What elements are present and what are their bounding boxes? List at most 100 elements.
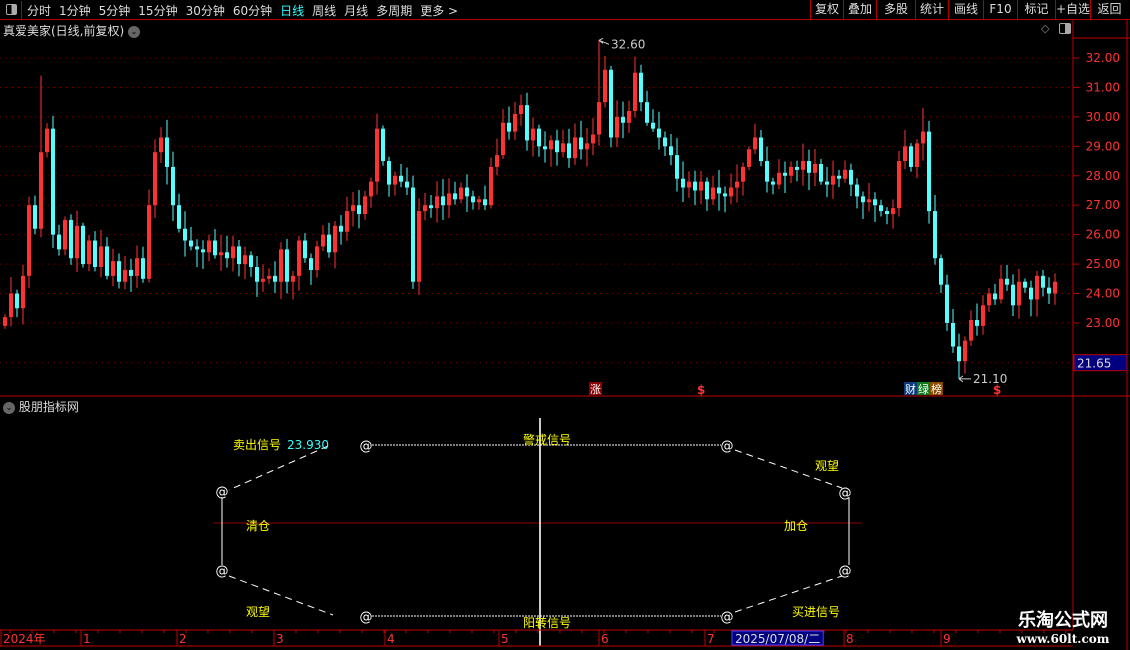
period-tab-5[interactable]: 60分钟 bbox=[232, 4, 273, 18]
toolbar-button-6[interactable]: 标记 bbox=[1017, 0, 1055, 19]
candle-body bbox=[753, 137, 757, 150]
candle-body bbox=[81, 225, 85, 265]
candle-body bbox=[159, 137, 163, 153]
candle-body bbox=[543, 146, 547, 150]
candle-body bbox=[171, 166, 175, 206]
candle-body bbox=[537, 128, 541, 147]
candle-body bbox=[597, 102, 601, 135]
toolbar-button-0[interactable]: 复权 bbox=[810, 0, 843, 19]
candle-body bbox=[951, 322, 955, 347]
period-tab-0[interactable]: 分时 bbox=[27, 4, 52, 18]
toolbar-button-1[interactable]: 叠加 bbox=[843, 0, 876, 19]
candle-body bbox=[879, 205, 883, 212]
candle-body bbox=[1011, 284, 1015, 306]
toolbar-button-2[interactable]: 多股 bbox=[876, 0, 915, 19]
period-tab-3[interactable]: 15分钟 bbox=[138, 4, 178, 18]
candle-body bbox=[9, 293, 13, 318]
period-tab-1[interactable]: 1分钟 bbox=[59, 4, 91, 18]
node-marker: @ bbox=[721, 439, 734, 454]
candle-body bbox=[681, 178, 685, 188]
period-tab-6[interactable]: 日线 bbox=[280, 4, 305, 18]
indicator-label-clear: 清仓 bbox=[246, 519, 270, 533]
candle-body bbox=[315, 246, 319, 270]
candle-body bbox=[1035, 275, 1039, 300]
bang-marker-bg bbox=[930, 382, 943, 395]
candle-body bbox=[129, 269, 133, 276]
candle-body bbox=[669, 146, 673, 156]
candle-body bbox=[735, 181, 739, 188]
cai-marker-bg bbox=[904, 382, 917, 395]
candle-body bbox=[993, 293, 997, 300]
chart-title[interactable]: 真爱美家(日线,前复权) ⌄ bbox=[3, 22, 141, 39]
toolbar-button-3[interactable]: 统计 bbox=[915, 0, 948, 19]
candle-body bbox=[249, 255, 253, 268]
toolbar-button-7[interactable]: +自选 bbox=[1055, 0, 1090, 19]
candle-body bbox=[75, 225, 79, 259]
panel-toggle-button[interactable] bbox=[2, 1, 22, 19]
candle-body bbox=[975, 320, 979, 326]
candle-body bbox=[3, 317, 7, 326]
candle-body bbox=[273, 275, 277, 282]
candle-body bbox=[987, 293, 991, 306]
candle-body bbox=[27, 205, 31, 276]
candle-body bbox=[645, 102, 649, 123]
period-tab-4[interactable]: 30分钟 bbox=[185, 4, 225, 18]
candle-body bbox=[243, 255, 247, 265]
candle-body bbox=[603, 69, 607, 103]
candle-body bbox=[843, 169, 847, 179]
candle-body bbox=[891, 208, 895, 215]
candle-body bbox=[339, 225, 343, 232]
toolbar-button-4[interactable]: 画线 bbox=[948, 0, 983, 19]
zhang-marker-bg bbox=[589, 382, 602, 395]
candle-body bbox=[921, 131, 925, 144]
period-tab-9[interactable]: 多周期 bbox=[376, 4, 413, 18]
candle-body bbox=[393, 175, 397, 185]
chevron-down-icon[interactable]: ⌄ bbox=[3, 401, 15, 414]
candle-body bbox=[519, 105, 523, 114]
candle-body bbox=[489, 166, 493, 206]
dollar-marker: $ bbox=[993, 383, 1001, 397]
candle-body bbox=[963, 340, 967, 362]
indicator-label-add: 加仓 bbox=[784, 519, 808, 533]
price-tick-label: 28.00 bbox=[1086, 169, 1120, 183]
diamond-icon[interactable]: ◇ bbox=[1041, 22, 1050, 35]
chevron-down-icon[interactable]: ⌄ bbox=[128, 25, 141, 38]
price-tick-label: 30.00 bbox=[1086, 110, 1120, 124]
candle-body bbox=[111, 261, 115, 276]
indicator-label-sell-value: 23.930 bbox=[287, 438, 329, 452]
candle-body bbox=[513, 113, 517, 132]
date-label: 2024年 bbox=[3, 632, 46, 646]
candle-body bbox=[759, 137, 763, 162]
period-tab-10[interactable]: 更多 > bbox=[420, 4, 459, 18]
candle-body bbox=[633, 72, 637, 111]
candle-body bbox=[1023, 281, 1027, 288]
date-label: 8 bbox=[846, 632, 854, 646]
candle-body bbox=[435, 196, 439, 209]
candle-body bbox=[945, 284, 949, 323]
period-tab-8[interactable]: 月线 bbox=[344, 4, 369, 18]
toolbar-button-8[interactable]: 返回 bbox=[1090, 0, 1128, 19]
period-tab-2[interactable]: 5分钟 bbox=[98, 4, 131, 18]
candle-body bbox=[231, 246, 235, 259]
node-marker: @ bbox=[360, 610, 373, 625]
period-tab-7[interactable]: 周线 bbox=[312, 4, 337, 18]
candle-body bbox=[855, 184, 859, 197]
candle-body bbox=[345, 211, 349, 232]
candle-body bbox=[873, 199, 877, 206]
indicator-title[interactable]: ⌄ 股朋指标网 bbox=[3, 398, 79, 415]
candle-body bbox=[207, 240, 211, 253]
candle-body bbox=[57, 234, 61, 250]
candle-body bbox=[969, 320, 973, 341]
candle-body bbox=[381, 128, 385, 162]
node-marker: @ bbox=[839, 564, 852, 579]
candle-body bbox=[441, 196, 445, 206]
candle-body bbox=[711, 187, 715, 200]
candle-body bbox=[927, 131, 931, 212]
candle-body bbox=[915, 143, 919, 167]
panel-icon[interactable] bbox=[1059, 23, 1071, 34]
candle-body bbox=[933, 211, 937, 259]
candle-body bbox=[165, 137, 169, 167]
toolbar-button-5[interactable]: F10 bbox=[983, 0, 1017, 19]
candle-body bbox=[117, 261, 121, 282]
